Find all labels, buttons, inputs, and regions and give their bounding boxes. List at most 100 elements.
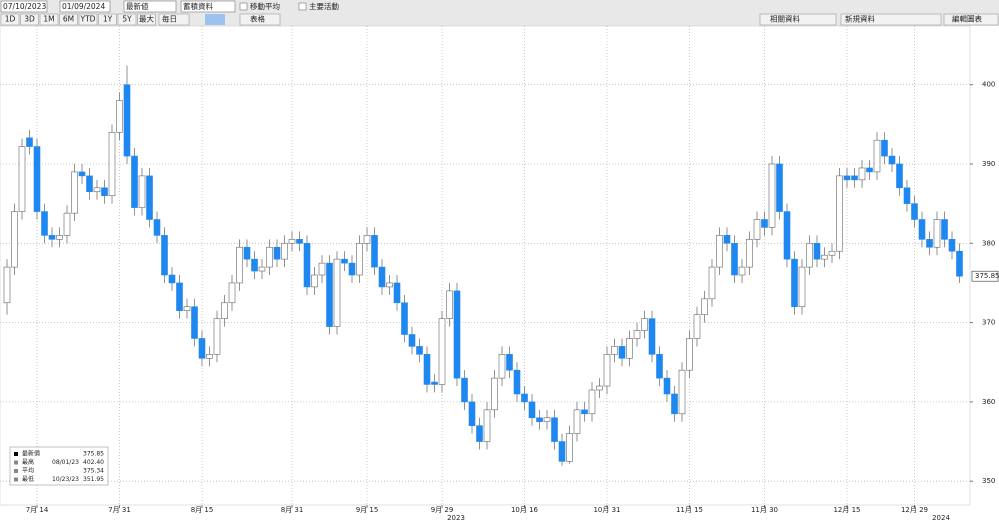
candle-body <box>213 318 221 355</box>
period-button[interactable] <box>59 13 78 26</box>
candle-body <box>776 163 783 212</box>
checkbox-label[interactable]: 主要活動 <box>309 1 339 11</box>
period-button[interactable] <box>137 13 156 26</box>
period-button[interactable] <box>20 13 39 26</box>
candle-body <box>408 334 416 347</box>
candle-body <box>611 346 618 355</box>
candle-body <box>273 246 281 260</box>
candle-body <box>41 211 48 236</box>
period-button[interactable] <box>117 13 137 26</box>
candle-body <box>941 219 948 240</box>
candle-body <box>431 381 438 385</box>
stat-name: 最低 <box>22 475 34 483</box>
frequency-box[interactable] <box>158 13 190 26</box>
period-label[interactable]: YTD <box>80 15 96 24</box>
y-tick-label: 390 <box>982 160 995 168</box>
candle-body <box>363 235 371 244</box>
button[interactable] <box>943 13 999 26</box>
candle-body <box>228 282 236 304</box>
candle-body <box>573 409 581 434</box>
candle-body <box>258 266 266 272</box>
button[interactable] <box>840 13 942 26</box>
stat-name: 平均 <box>22 467 34 475</box>
field[interactable]: 最新値 <box>126 1 149 11</box>
checkbox-label[interactable]: 移動平均 <box>250 1 280 11</box>
mode-box[interactable] <box>180 0 236 13</box>
candle-body <box>723 235 731 244</box>
candle-body <box>956 250 963 277</box>
period-button[interactable] <box>78 13 98 26</box>
x-tick-label: 11月 30 <box>751 506 778 514</box>
view-box[interactable] <box>239 13 281 26</box>
period-label[interactable]: 1M <box>43 15 54 24</box>
x-tick-label: 7月 31 <box>108 506 131 514</box>
candle-body <box>296 239 303 244</box>
candle-body <box>303 242 311 288</box>
candle-body <box>311 274 318 288</box>
candle-body <box>603 354 611 387</box>
x-tick-label: 8月 31 <box>281 506 304 514</box>
mode[interactable]: 蓄積資料 <box>183 1 213 11</box>
end-date-box[interactable] <box>59 0 111 13</box>
stat-value: 375.85 <box>83 451 104 458</box>
candle-body <box>168 274 176 284</box>
checkbox[interactable] <box>298 2 307 11</box>
frequency[interactable]: 毎日 <box>162 14 177 24</box>
period-button[interactable] <box>98 13 117 26</box>
period-button[interactable] <box>39 13 59 26</box>
candle-body <box>513 369 521 395</box>
button-label[interactable]: 新規資料 <box>845 14 875 24</box>
candle-body <box>813 242 821 260</box>
stat-symbol <box>14 460 18 465</box>
candle-body <box>768 163 776 228</box>
candle-body <box>791 258 798 308</box>
start-date[interactable]: 07/10/2023 <box>3 2 46 11</box>
period-button[interactable] <box>0 13 20 26</box>
candle-body <box>183 306 191 312</box>
checkbox[interactable] <box>239 2 248 11</box>
period-label[interactable]: 6M <box>63 15 74 24</box>
end-date[interactable]: 01/09/2024 <box>62 2 105 11</box>
field-box[interactable] <box>123 0 177 13</box>
candle-body <box>333 258 341 327</box>
candle-body <box>371 235 378 268</box>
candle-body <box>123 84 131 157</box>
button[interactable] <box>759 13 837 26</box>
candle-body <box>836 175 843 252</box>
candle-body <box>551 417 558 442</box>
candle-body <box>191 306 198 339</box>
view[interactable]: 表格 <box>250 14 265 24</box>
candle-body <box>731 242 738 276</box>
period-label[interactable]: 1Y <box>103 15 113 24</box>
period-label[interactable]: 最大 <box>139 14 154 24</box>
color-box[interactable] <box>205 14 225 25</box>
period-label[interactable]: 5Y <box>122 15 132 24</box>
candle-body <box>948 239 956 252</box>
candle-body <box>101 187 108 197</box>
y-tick-label: 370 <box>982 319 995 327</box>
start-date-box[interactable] <box>0 0 48 13</box>
candle-body <box>933 219 941 248</box>
candle-body <box>281 242 288 260</box>
candle-body <box>888 155 896 165</box>
candle-body <box>243 246 251 260</box>
candle-body <box>708 266 716 300</box>
candle-body <box>873 139 881 173</box>
candle-body <box>18 146 26 212</box>
candle-body <box>341 258 348 264</box>
candle-body <box>116 100 123 133</box>
candle-body <box>663 377 671 395</box>
stat-symbol <box>14 452 18 456</box>
candle-body <box>783 211 791 260</box>
candle-body <box>78 171 86 177</box>
candle-body <box>453 290 461 379</box>
button-label[interactable]: 相關資料 <box>770 14 800 24</box>
candle-body <box>33 146 41 212</box>
x-year-label: 2024 <box>932 514 950 522</box>
candle-body <box>93 187 101 193</box>
button-label[interactable]: 編輯圖表 <box>952 14 982 24</box>
stat-name: 最新價 <box>22 450 40 458</box>
period-label[interactable]: 1D <box>5 15 16 24</box>
period-label[interactable]: 3D <box>24 15 35 24</box>
candle-body <box>911 203 918 220</box>
